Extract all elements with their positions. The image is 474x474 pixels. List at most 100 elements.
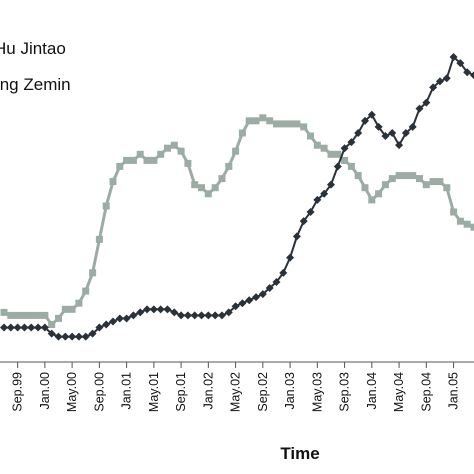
data-point xyxy=(415,104,424,113)
data-point xyxy=(292,232,301,241)
data-point xyxy=(122,314,131,323)
data-point xyxy=(95,323,104,332)
data-point xyxy=(408,122,417,131)
data-point xyxy=(0,308,8,316)
data-point xyxy=(238,299,247,308)
data-point xyxy=(327,150,335,158)
x-tick-label: Sep.02 xyxy=(256,372,270,412)
x-tick-label: Jan.04 xyxy=(365,372,379,410)
data-point xyxy=(89,269,97,277)
data-point xyxy=(259,114,267,122)
data-point xyxy=(204,311,213,320)
data-point xyxy=(381,132,390,141)
data-point xyxy=(470,71,474,80)
data-point xyxy=(361,116,370,125)
data-point xyxy=(68,332,77,341)
x-axis-title: Time xyxy=(280,444,319,463)
x-tick-label: Jan.03 xyxy=(283,372,297,410)
data-point xyxy=(258,290,267,299)
data-point xyxy=(20,311,28,319)
data-point xyxy=(435,77,444,86)
data-point xyxy=(129,156,137,164)
data-point xyxy=(326,180,335,189)
data-point xyxy=(211,311,220,320)
data-point xyxy=(136,308,145,317)
data-point xyxy=(299,217,308,226)
data-point xyxy=(456,217,464,225)
x-tick-label: May.04 xyxy=(392,372,406,412)
data-point xyxy=(156,305,165,314)
data-point xyxy=(422,98,431,107)
plot-area xyxy=(0,53,474,341)
data-point xyxy=(463,68,472,77)
data-point xyxy=(367,110,376,119)
data-point xyxy=(82,287,90,295)
data-point xyxy=(463,220,471,228)
data-point xyxy=(320,144,328,152)
data-point xyxy=(334,150,342,158)
data-point xyxy=(41,311,49,319)
data-point xyxy=(273,120,280,128)
data-point xyxy=(27,323,36,332)
data-point xyxy=(381,181,389,189)
data-point xyxy=(218,175,226,183)
data-point xyxy=(143,156,151,164)
x-tick-label: Sep.01 xyxy=(174,372,188,412)
data-point xyxy=(231,302,240,311)
data-point xyxy=(109,178,117,186)
data-point xyxy=(129,311,138,320)
data-point xyxy=(245,296,254,305)
data-point xyxy=(402,172,410,180)
data-point xyxy=(217,311,226,320)
series-hu-jintao xyxy=(0,53,474,341)
data-point xyxy=(341,156,349,164)
data-point xyxy=(238,129,246,137)
data-point xyxy=(347,162,355,170)
data-point xyxy=(150,156,158,164)
data-point xyxy=(395,141,404,150)
data-point xyxy=(143,305,152,314)
series-line xyxy=(4,55,474,338)
data-point xyxy=(252,293,261,302)
data-point xyxy=(157,150,165,158)
data-point xyxy=(55,314,62,322)
data-point xyxy=(265,284,274,293)
data-point xyxy=(48,321,56,328)
data-point xyxy=(361,184,369,192)
x-tick-label: Jan.01 xyxy=(120,372,134,410)
data-point xyxy=(123,156,131,164)
data-point xyxy=(81,332,90,341)
data-point xyxy=(313,141,321,149)
data-point xyxy=(442,74,451,83)
data-point xyxy=(293,120,301,128)
data-point xyxy=(286,120,294,128)
data-point xyxy=(279,120,287,128)
x-tick-label: May.01 xyxy=(147,372,161,412)
data-point xyxy=(170,141,178,149)
data-point xyxy=(184,159,192,167)
data-point xyxy=(102,202,110,210)
data-point xyxy=(13,323,22,332)
data-point xyxy=(272,277,281,286)
data-point xyxy=(347,138,356,147)
data-point xyxy=(75,299,83,307)
data-point xyxy=(354,172,362,180)
data-point xyxy=(225,162,233,170)
data-point xyxy=(0,323,8,332)
x-tick-label: Sep.99 xyxy=(11,372,25,412)
data-point xyxy=(416,175,423,183)
series-jiang-zemin xyxy=(0,114,474,328)
data-point xyxy=(422,181,430,189)
data-point xyxy=(20,323,29,332)
data-point xyxy=(61,305,69,313)
data-point xyxy=(27,311,35,319)
data-point xyxy=(354,129,363,137)
data-point xyxy=(163,305,172,314)
x-tick-label: Sep.03 xyxy=(338,372,352,412)
data-point xyxy=(450,208,458,216)
data-point xyxy=(279,268,288,277)
data-point xyxy=(149,305,158,314)
x-tick-label: Sep.00 xyxy=(92,372,106,412)
data-point xyxy=(61,332,70,341)
legend-entry-jiang-zemin: Jiang Zemin xyxy=(0,75,71,94)
